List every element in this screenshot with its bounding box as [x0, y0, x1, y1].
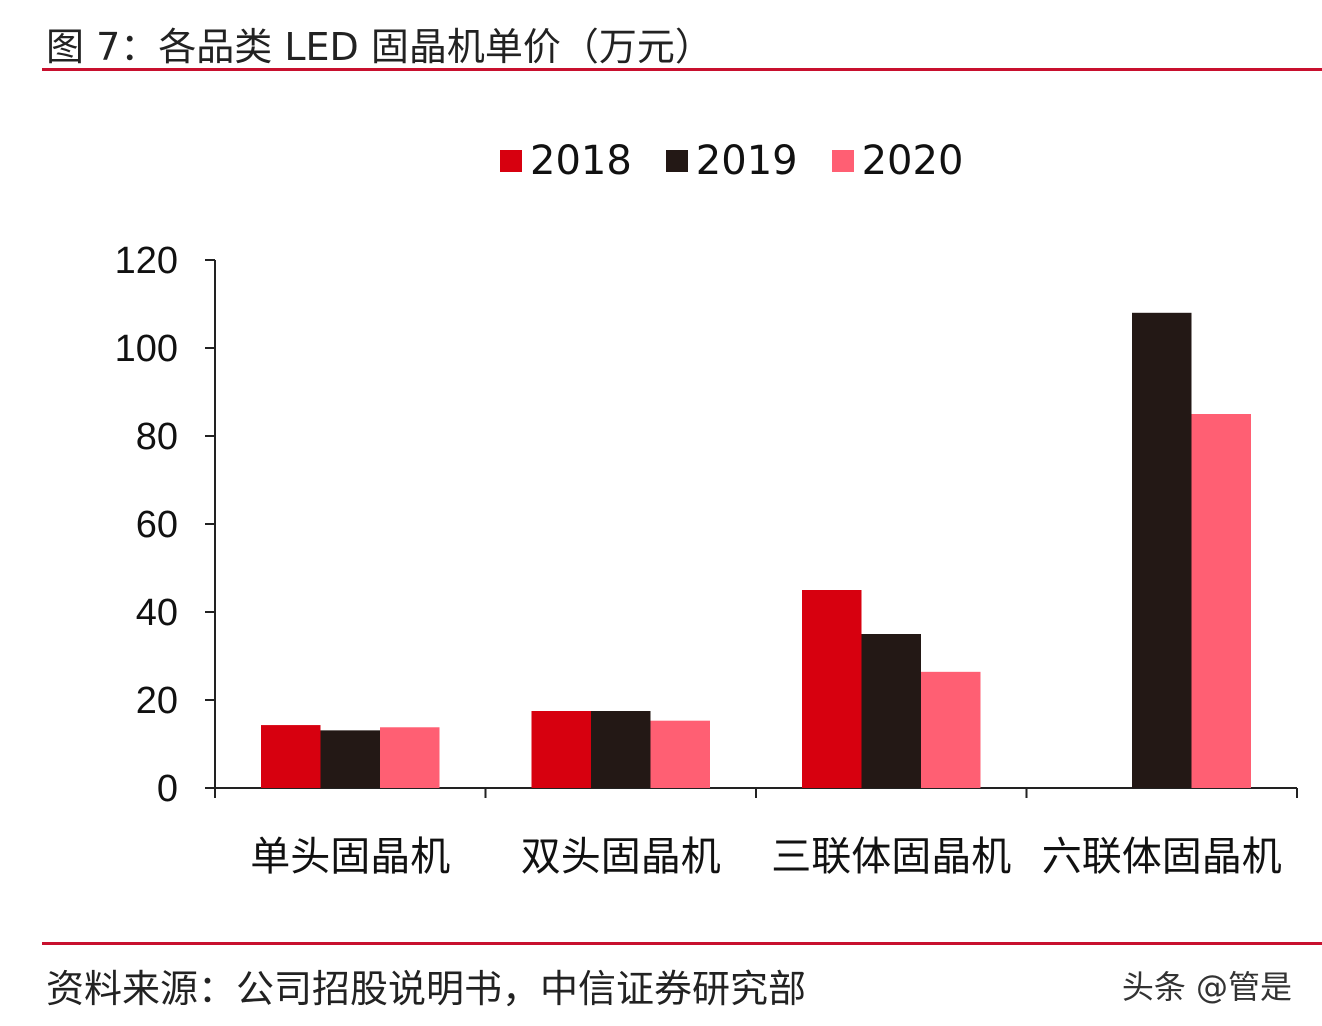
footer-divider — [42, 942, 1322, 945]
bar-2019-1 — [320, 730, 380, 788]
y-tick-label: 80 — [136, 416, 178, 458]
bar-2018-2 — [531, 711, 591, 788]
x-tick-label: 单头固晶机 — [250, 834, 450, 880]
bar-2020-4 — [1191, 414, 1251, 788]
chart-title: 图 7：各品类 LED 固晶机单价（万元） — [46, 25, 713, 69]
y-tick-label: 20 — [136, 680, 178, 722]
bar-2020-2 — [650, 720, 710, 788]
legend-item-2019: 2019 — [665, 138, 798, 184]
bar-2018-1 — [261, 725, 321, 788]
legend-item-2020: 2020 — [831, 138, 964, 184]
bar-2019-3 — [861, 634, 921, 788]
legend-swatch — [831, 150, 854, 172]
bar-2019-2 — [591, 711, 651, 788]
legend-swatch — [500, 150, 522, 172]
bar-2020-1 — [380, 727, 440, 788]
bar-2020-3 — [921, 671, 981, 788]
bar-2018-3 — [802, 590, 862, 788]
watermark: 头条 @管是 — [1121, 968, 1292, 1006]
x-tick-label: 三联体固晶机 — [771, 834, 1011, 880]
y-tick-label: 40 — [136, 592, 178, 634]
bar-2019-4 — [1132, 312, 1192, 788]
legend-item-2018: 2018 — [500, 138, 632, 184]
x-tick-label: 双头固晶机 — [521, 834, 721, 880]
title-divider — [42, 68, 1322, 71]
x-tick-label: 六联体固晶机 — [1042, 834, 1282, 880]
legend-label: 2019 — [695, 138, 798, 184]
y-tick-label: 0 — [157, 768, 178, 810]
legend-label: 2018 — [530, 138, 632, 184]
y-tick-label: 100 — [115, 328, 178, 370]
source-note: 资料来源：公司招股说明书，中信证券研究部 — [46, 967, 807, 1011]
legend-swatch — [665, 150, 688, 172]
legend: 2018 2019 2020 — [500, 138, 963, 184]
y-tick-label: 60 — [136, 504, 178, 546]
legend-label: 2020 — [861, 138, 964, 184]
y-tick-label: 120 — [115, 240, 178, 282]
